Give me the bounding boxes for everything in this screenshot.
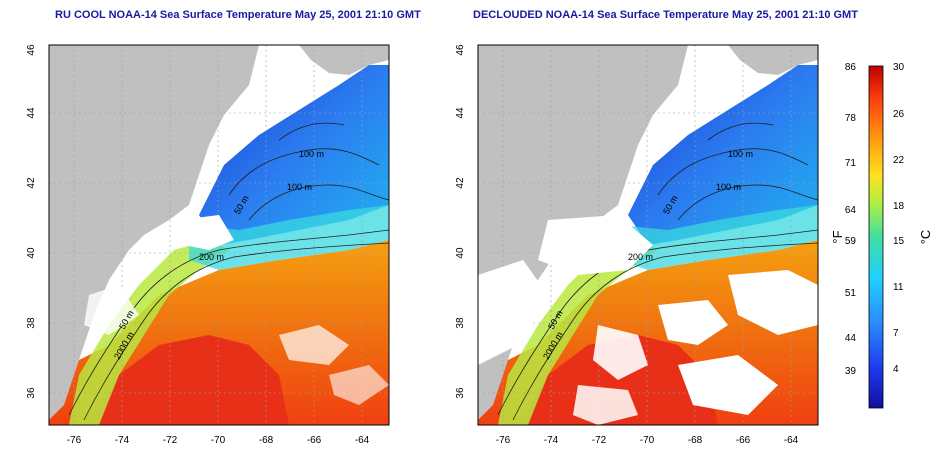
lat-tick-label: 42: [455, 177, 466, 189]
lat-tick-label: 36: [26, 387, 37, 399]
contour-label: 100 m: [716, 182, 741, 192]
left-lat-axis: 36 38 40 42 44 46: [26, 44, 37, 399]
lon-tick-label: -74: [544, 435, 559, 446]
c-tick-label: 22: [893, 155, 905, 166]
cloud-mask: [84, 215, 389, 405]
contour-label: 100 m: [299, 149, 324, 159]
f-tick-label: 86: [845, 62, 857, 73]
colorbar-f-ticks: 86 78 71 64 59 51 44 39: [845, 62, 857, 377]
colorbar-gradient: [868, 65, 884, 409]
f-tick-label: 44: [845, 333, 857, 344]
lon-tick-label: -74: [115, 435, 130, 446]
lon-tick-label: -68: [259, 435, 274, 446]
lon-tick-label: -70: [640, 435, 655, 446]
contour-label: 200 m: [199, 252, 224, 262]
lon-tick-label: -72: [592, 435, 607, 446]
lon-tick-label: -64: [355, 435, 370, 446]
f-tick-label: 59: [845, 236, 857, 247]
right-map: 100 m 100 m 50 m 200 m 50 m 2000 m: [477, 44, 819, 426]
lon-tick-label: -76: [67, 435, 82, 446]
f-tick-label: 71: [845, 158, 857, 169]
lon-tick-label: -72: [163, 435, 178, 446]
lat-tick-label: 46: [26, 44, 37, 56]
f-tick-label: 78: [845, 113, 857, 124]
left-lon-axis: -76 -74 -72 -70 -68 -66 -64: [67, 435, 370, 446]
lat-tick-label: 38: [455, 317, 466, 329]
left-map-frame: [48, 44, 390, 426]
left-map-title: RU COOL NOAA-14 Sea Surface Temperature …: [55, 9, 421, 21]
lon-tick-label: -66: [307, 435, 322, 446]
celsius-unit-label: °C: [918, 230, 933, 245]
lat-tick-label: 46: [455, 44, 466, 56]
f-tick-label: 39: [845, 366, 857, 377]
lon-tick-label: -76: [496, 435, 511, 446]
lon-tick-label: -68: [688, 435, 703, 446]
lat-tick-label: 44: [26, 107, 37, 119]
right-lon-axis: -76 -74 -72 -70 -68 -66 -64: [496, 435, 799, 446]
contour-label: 200 m: [628, 252, 653, 262]
lat-tick-label: 38: [26, 317, 37, 329]
lat-tick-label: 40: [26, 247, 37, 259]
c-tick-label: 15: [893, 236, 905, 247]
c-tick-label: 26: [893, 109, 905, 120]
c-tick-label: 18: [893, 201, 905, 212]
right-lat-axis: 36 38 40 42 44 46: [455, 44, 466, 399]
lat-tick-label: 44: [455, 107, 466, 119]
f-tick-label: 51: [845, 288, 857, 299]
c-tick-label: 11: [893, 282, 904, 293]
f-tick-label: 64: [845, 205, 857, 216]
contour-label: 100 m: [287, 182, 312, 192]
lon-tick-label: -64: [784, 435, 799, 446]
c-tick-label: 7: [893, 328, 899, 339]
lon-tick-label: -66: [736, 435, 751, 446]
c-tick-label: 4: [893, 364, 899, 375]
lat-tick-label: 36: [455, 387, 466, 399]
contour-label: 100 m: [728, 149, 753, 159]
fahrenheit-unit-label: °F: [830, 230, 845, 243]
left-map: 100 m 100 m 50 m 200 m 50 m 2000 m: [48, 44, 390, 426]
right-map-title: DECLOUDED NOAA-14 Sea Surface Temperatur…: [473, 9, 858, 21]
lon-tick-label: -70: [211, 435, 226, 446]
decloud-mask: [478, 215, 818, 425]
lat-tick-label: 40: [455, 247, 466, 259]
right-map-frame: [477, 44, 819, 426]
colorbar-c-ticks: 30 26 22 18 15 11 7 4: [893, 62, 905, 375]
c-tick-label: 30: [893, 62, 905, 73]
colorbar: 86 78 71 64 59 51 44 39 30 26 22 18 15 1…: [830, 62, 933, 409]
lat-tick-label: 42: [26, 177, 37, 189]
